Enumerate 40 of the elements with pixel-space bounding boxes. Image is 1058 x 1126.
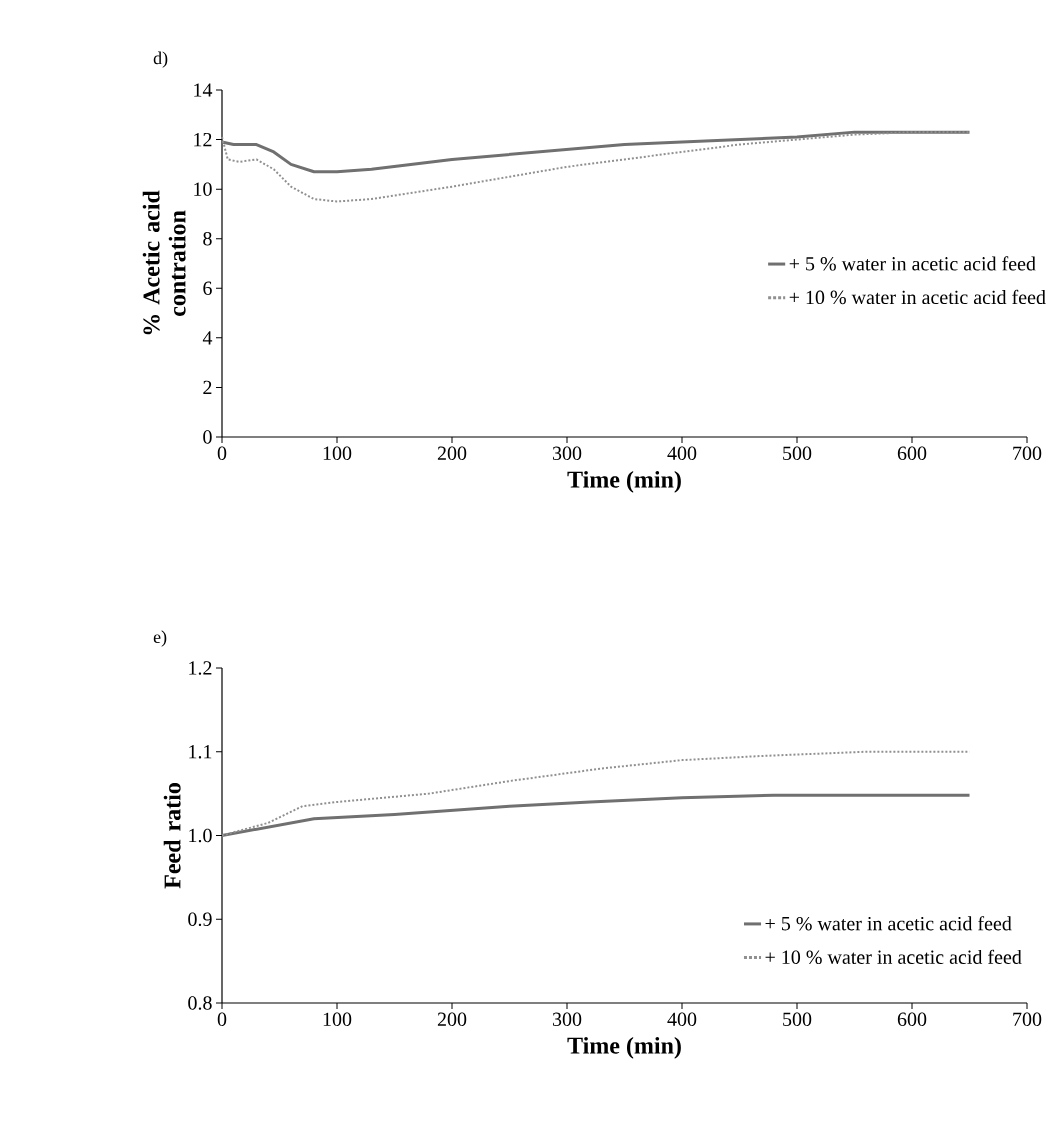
x-tick-label: 200 bbox=[437, 1012, 467, 1027]
y-tick-label: 1.1 bbox=[189, 745, 212, 759]
x-tick-label: 600 bbox=[897, 446, 927, 461]
chart-title: d) bbox=[153, 51, 168, 68]
y-tick-label: 0 bbox=[203, 430, 212, 444]
chart-title: e) bbox=[153, 630, 167, 647]
x-tick-label: 0 bbox=[217, 446, 227, 461]
x-axis-title: Time (min) bbox=[567, 1036, 681, 1059]
y-tick-label: 8 bbox=[203, 231, 212, 246]
legend-label: + 5 % water in acetic acid feed bbox=[765, 916, 1012, 931]
x-tick-label: 400 bbox=[667, 446, 697, 461]
x-tick-label: 100 bbox=[323, 1012, 352, 1027]
y-tick-label: 4 bbox=[202, 331, 213, 345]
y-tick-label: 14 bbox=[194, 83, 213, 97]
x-tick-label: 700 bbox=[1013, 1012, 1042, 1027]
x-tick-label: 500 bbox=[783, 1012, 812, 1027]
y-tick-label: 10 bbox=[194, 182, 212, 196]
x-axis-title: Time (min) bbox=[567, 470, 681, 493]
x-tick-label: 100 bbox=[323, 446, 352, 461]
y-tick-label: 2 bbox=[203, 380, 212, 395]
x-tick-label: 400 bbox=[667, 1012, 697, 1027]
x-tick-label: 300 bbox=[552, 446, 582, 461]
x-tick-label: 600 bbox=[897, 1012, 927, 1027]
legend-label: + 5 % water in acetic acid feed bbox=[789, 256, 1036, 271]
x-tick-label: 200 bbox=[437, 446, 467, 461]
x-tick-label: 700 bbox=[1013, 446, 1042, 461]
x-tick-label: 500 bbox=[783, 446, 812, 461]
x-tick-label: 0 bbox=[217, 1012, 227, 1027]
y-tick-label: 0.9 bbox=[188, 912, 212, 927]
legend-label: + 10 % water in acetic acid feed bbox=[789, 289, 1046, 305]
y-tick-label: 12 bbox=[194, 132, 212, 147]
legend-label: + 10 % water in acetic acid feed bbox=[765, 949, 1022, 965]
y-tick-label: 1.0 bbox=[189, 828, 212, 843]
x-tick-label: 300 bbox=[552, 1012, 582, 1027]
y-tick-label: 6 bbox=[203, 281, 212, 295]
y-tick-label: 1.2 bbox=[189, 661, 212, 675]
y-tick-label: 0.8 bbox=[188, 996, 212, 1010]
y-axis-title: % Acetic acid contration bbox=[142, 190, 186, 335]
y-axis-title: Feed ratio bbox=[163, 783, 181, 889]
line-series bbox=[221, 750, 971, 837]
